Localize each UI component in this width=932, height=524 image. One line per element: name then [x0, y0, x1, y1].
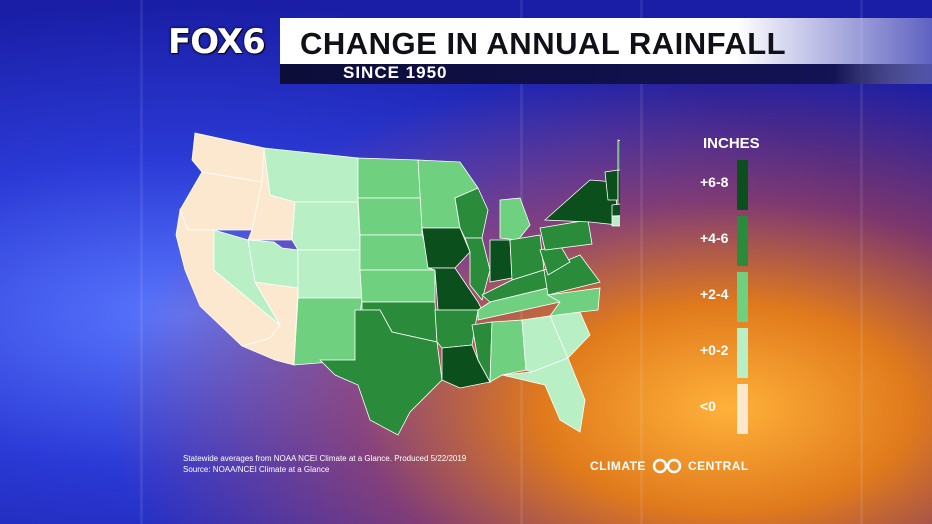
state-SD: [357, 197, 423, 236]
state-MI: [499, 197, 531, 241]
state-IL: [464, 237, 491, 301]
legend-swatch: [737, 328, 748, 378]
legend-item: +4-6: [690, 216, 760, 268]
state-OR: [179, 171, 263, 231]
legend-item: +2-4: [690, 272, 760, 324]
background-streak: [640, 0, 643, 524]
state-FL: [501, 357, 586, 433]
legend-label: <0: [700, 398, 716, 414]
legend-label: +0-2: [700, 342, 729, 358]
background-streak: [860, 0, 863, 524]
legend-title: INCHES: [703, 135, 760, 152]
footnote-line: Statewide averages from NOAA NCEI Climat…: [183, 454, 467, 463]
state-NH: [617, 169, 620, 206]
state-UT: [247, 239, 299, 289]
state-AR: [434, 309, 479, 349]
background-streak: [140, 0, 143, 524]
footnote-line: Source: NOAA/NCEI Climate at a Glance: [183, 465, 330, 474]
brand-right: CENTRAL: [687, 459, 749, 473]
state-ME: [617, 139, 620, 171]
legend-item: +0-2: [690, 328, 760, 380]
state-IN: [489, 239, 513, 283]
state-MA: [611, 203, 620, 217]
legend-item: <0: [690, 384, 760, 436]
page-subtitle: SINCE 1950: [343, 63, 448, 82]
state-KS: [359, 269, 436, 303]
state-NY: [543, 179, 619, 226]
legend-swatch: [737, 160, 748, 210]
source-footnote: Statewide averages from NOAA NCEI Climat…: [183, 453, 466, 475]
brand-left: CLIMATE: [590, 459, 646, 473]
state-NC: [546, 287, 601, 317]
subtitle-band: [280, 64, 932, 84]
legend-label: +2-4: [700, 286, 729, 302]
station-logo: FOX6: [168, 22, 266, 62]
page-title: CHANGE IN ANNUAL RAINFALL: [300, 26, 787, 61]
climate-central-logo: CLIMATE CENTRAL: [590, 458, 749, 474]
state-PA: [539, 219, 593, 251]
state-AL: [489, 319, 527, 383]
climate-central-mark-icon: [652, 458, 682, 474]
state-MT: [263, 147, 359, 203]
legend-swatch: [737, 384, 748, 434]
legend-item: +6-8: [690, 160, 760, 212]
us-rainfall-map: [175, 132, 620, 436]
state-IA: [421, 227, 471, 269]
state-TX: [319, 309, 443, 436]
state-CT: [611, 215, 620, 227]
state-AZ: [240, 281, 299, 366]
legend-swatch: [737, 272, 748, 322]
legend-label: +4-6: [700, 230, 729, 246]
state-WY: [291, 201, 361, 251]
legend-label: +6-8: [700, 174, 729, 190]
state-CO: [297, 249, 363, 299]
legend-swatch: [737, 216, 748, 266]
state-NM: [293, 297, 363, 366]
state-ND: [357, 157, 423, 199]
